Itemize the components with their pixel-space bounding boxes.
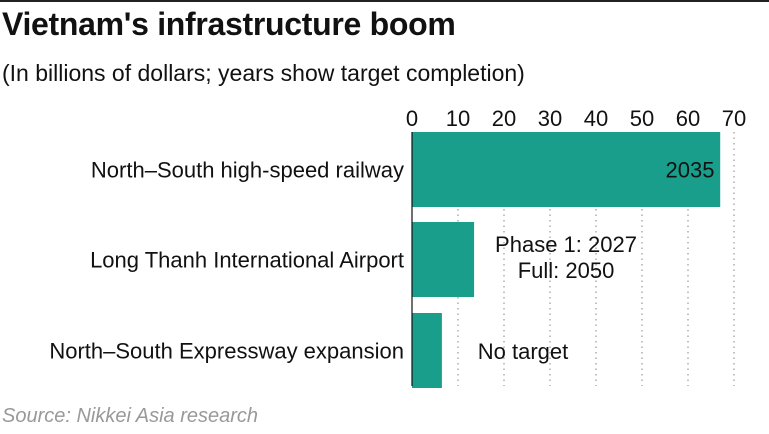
bar <box>412 313 442 388</box>
bar <box>412 132 721 207</box>
category-label: Long Thanh International Airport <box>90 248 404 273</box>
category-labels: North–South high-speed railway Long Thanh… <box>49 158 404 364</box>
x-tick-label: 20 <box>492 106 516 131</box>
bars <box>412 132 721 388</box>
x-tick-label: 0 <box>406 106 418 131</box>
x-tick-label: 70 <box>722 106 746 131</box>
bar-annotation: No target <box>478 339 569 364</box>
x-tick-label: 30 <box>538 106 562 131</box>
bar-annotation: 2035 <box>666 158 715 183</box>
x-tick-label: 40 <box>584 106 608 131</box>
top-rule <box>0 0 769 2</box>
bar-annotation: Phase 1: 2027 <box>495 232 637 257</box>
bar <box>412 222 475 297</box>
x-tick-label: 60 <box>676 106 700 131</box>
category-label: North–South high-speed railway <box>91 158 404 183</box>
x-tick-label: 10 <box>446 106 470 131</box>
category-label: North–South Expressway expansion <box>49 339 404 364</box>
source-note: Source: Nikkei Asia research <box>2 405 259 427</box>
chart-subtitle: (In billions of dollars; years show targ… <box>2 60 525 86</box>
bar-annotation: Full: 2050 <box>518 258 615 283</box>
x-tick-labels: 0 10 20 30 40 50 60 70 <box>406 106 746 131</box>
chart-title: Vietnam's infrastructure boom <box>2 6 456 42</box>
x-tick-label: 50 <box>630 106 654 131</box>
